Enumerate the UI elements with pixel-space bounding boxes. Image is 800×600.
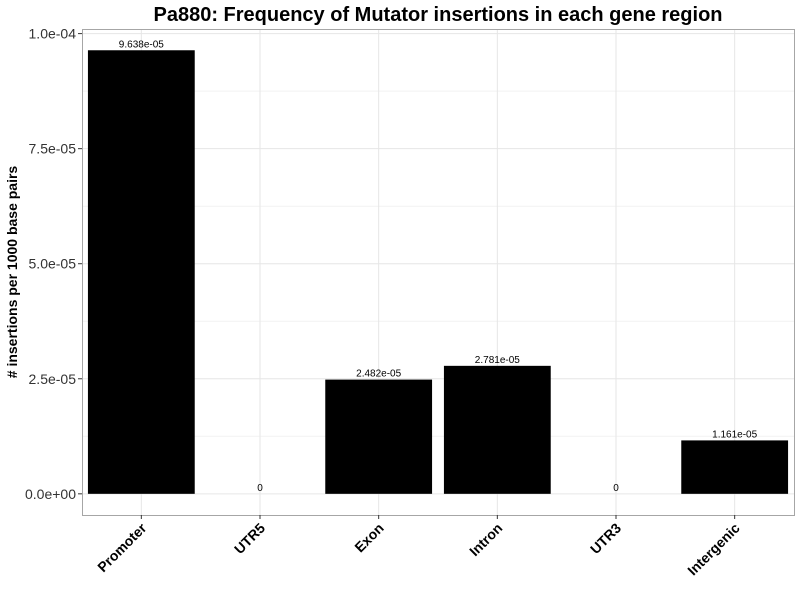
- bar-intergenic: [681, 440, 789, 494]
- x-tick-label: Exon: [351, 520, 387, 556]
- chart-title: Pa880: Frequency of Mutator insertions i…: [153, 4, 722, 26]
- y-tick-label: 0.0e+00: [25, 486, 76, 502]
- x-axis: Promoter UTR5 Exon Intron UTR3 Intergenic: [94, 515, 743, 578]
- y-tick-label: 5.0e-05: [29, 256, 77, 272]
- data-label: 1.161e-05: [712, 429, 757, 440]
- bar-intron: [443, 365, 551, 494]
- data-label: 2.482e-05: [356, 369, 401, 380]
- bars: [87, 50, 789, 494]
- data-label: 2.781e-05: [475, 355, 520, 366]
- y-axis-label: # insertions per 1000 base pairs: [4, 166, 20, 379]
- y-axis: 0.0e+00 2.5e-05 5.0e-05 7.5e-05 1.0e-04: [25, 26, 82, 502]
- data-label: 0: [257, 483, 263, 494]
- data-labels: 9.638e-05 0 2.482e-05 2.781e-05 0 1.161e-05: [119, 39, 758, 494]
- y-tick-label: 7.5e-05: [29, 141, 77, 157]
- y-tick-label: 1.0e-04: [29, 26, 77, 42]
- y-tick-label: 2.5e-05: [29, 371, 77, 387]
- bar-exon: [325, 379, 433, 494]
- x-tick-label: Promoter: [94, 519, 150, 575]
- plot-panel: [82, 29, 795, 516]
- bar-promoter: [87, 50, 195, 494]
- data-label: 0: [613, 483, 619, 494]
- x-tick-label: UTR5: [231, 520, 268, 557]
- x-tick-label: Intergenic: [684, 520, 743, 579]
- data-label: 9.638e-05: [119, 39, 164, 50]
- x-tick-label: UTR3: [587, 520, 624, 557]
- x-tick-label: Intron: [466, 520, 505, 559]
